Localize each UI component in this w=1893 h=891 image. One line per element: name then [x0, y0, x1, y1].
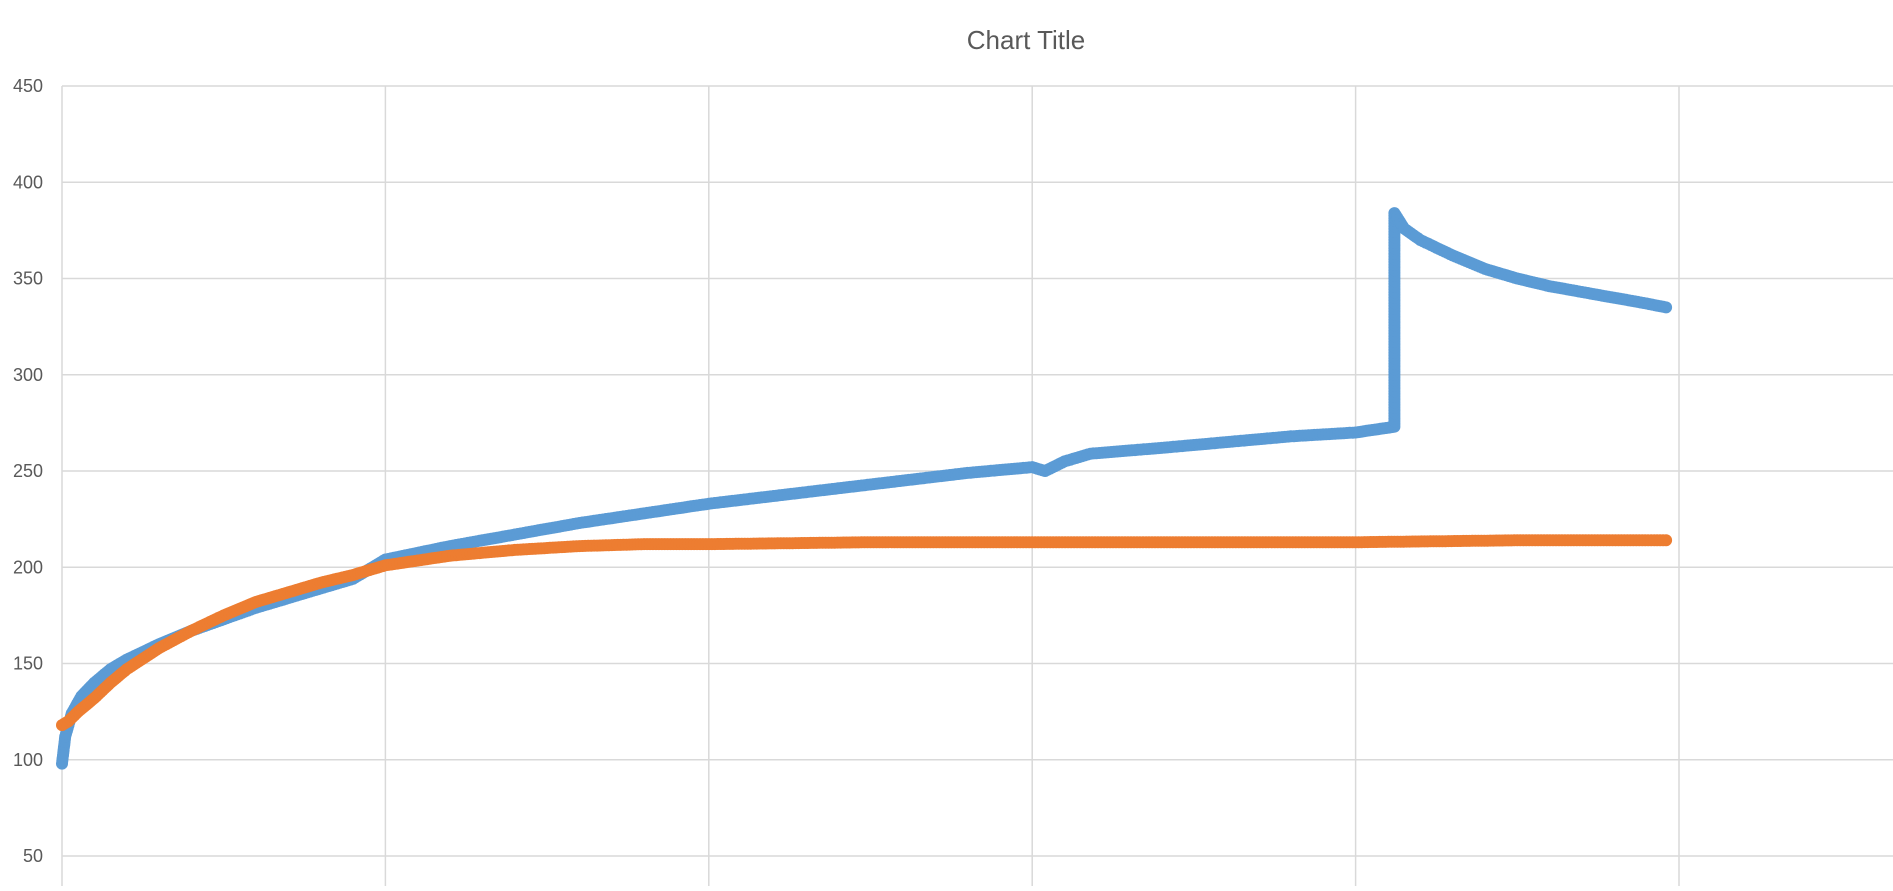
y-tick-label: 200 — [13, 557, 43, 577]
y-tick-label: 250 — [13, 461, 43, 481]
y-tick-label: 450 — [13, 76, 43, 96]
chart-title: Chart Title — [967, 25, 1086, 55]
y-tick-label: 300 — [13, 365, 43, 385]
data-point — [1660, 301, 1673, 314]
y-tick-label: 150 — [13, 654, 43, 674]
data-point — [1660, 534, 1673, 547]
y-tick-label: 100 — [13, 750, 43, 770]
y-tick-label: 400 — [13, 172, 43, 192]
series-layer — [56, 207, 1673, 770]
y-tick-label: 50 — [23, 846, 43, 866]
y-axis-ticks: 450 400 350 300 250 200 150 100 50 — [13, 76, 43, 866]
series-2 — [56, 534, 1673, 732]
y-tick-label: 350 — [13, 269, 43, 289]
